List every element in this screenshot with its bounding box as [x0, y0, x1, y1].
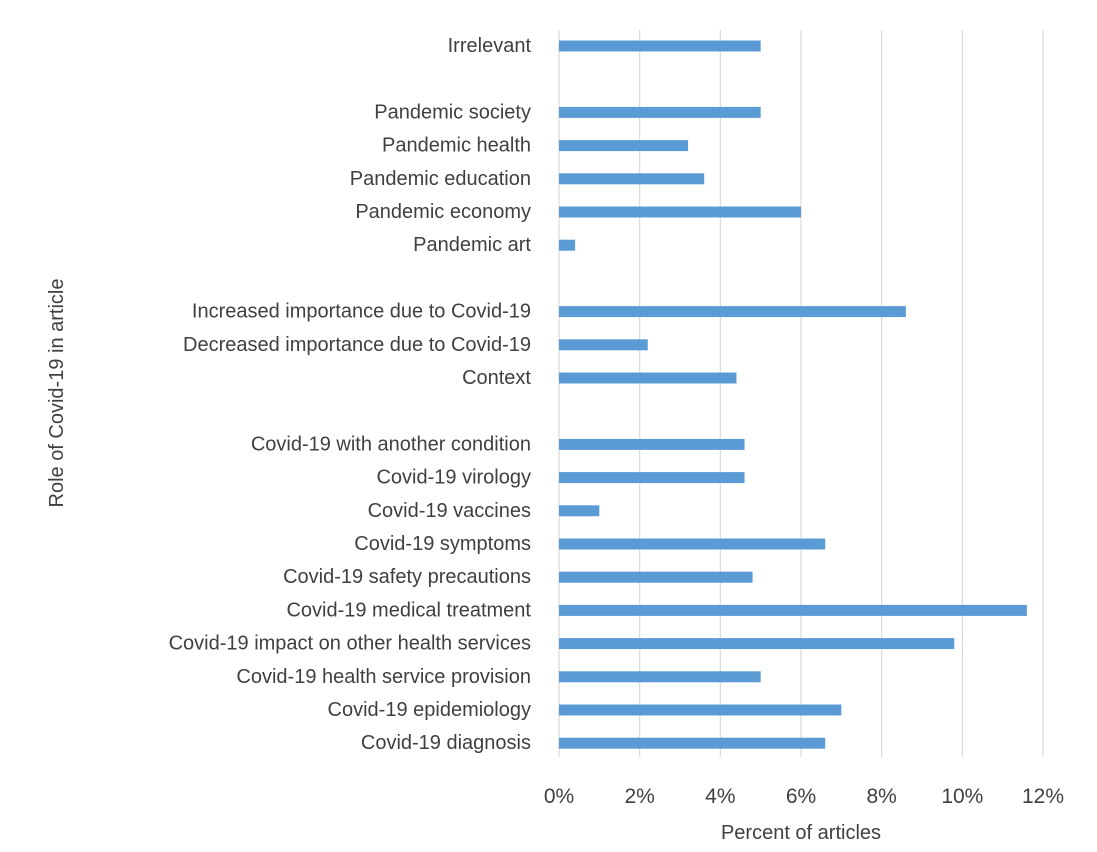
bar [559, 372, 737, 384]
category-label: Covid-19 with another condition [251, 433, 531, 455]
bar [559, 604, 1027, 616]
category-label: Pandemic health [382, 135, 531, 157]
bar [559, 106, 761, 118]
bar [559, 704, 842, 716]
category-label: Covid-19 vaccines [368, 500, 531, 522]
bar [559, 438, 745, 450]
category-label: Covid-19 safety precautions [283, 566, 531, 588]
x-tick-labels: 0% 2% 4% 6% 8% 10% 12% [544, 785, 1064, 808]
x-tick-label: 6% [786, 785, 816, 808]
bar [559, 737, 826, 749]
x-tick-label: 0% [544, 785, 574, 808]
category-label: Covid-19 health service provision [236, 666, 531, 688]
x-tick-label: 10% [941, 785, 983, 808]
category-label: Pandemic economy [355, 201, 531, 223]
x-tick-label: 2% [624, 785, 654, 808]
x-tick-label: 12% [1022, 785, 1064, 808]
bar [559, 140, 689, 152]
category-label: Covid-19 symptoms [354, 533, 531, 555]
category-label: Pandemic education [350, 168, 531, 190]
bar [559, 239, 576, 251]
x-axis-title: Percent of articles [721, 822, 881, 844]
category-labels: Irrelevant Pandemic society Pandemic healt… [169, 35, 532, 754]
category-label: Pandemic society [374, 101, 531, 123]
bar [559, 538, 826, 550]
gridlines [558, 30, 1044, 757]
category-label: Covid-19 virology [376, 467, 531, 489]
bar [559, 671, 761, 683]
bar [559, 40, 761, 52]
bar [559, 505, 600, 517]
category-label: Pandemic art [413, 234, 531, 256]
category-label: Increased importance due to Covid-19 [192, 301, 531, 323]
category-label: Context [462, 367, 531, 389]
y-axis-title: Role of Covid-19 in article [46, 279, 68, 508]
bar [559, 206, 801, 218]
bar [559, 173, 705, 185]
x-tick-label: 8% [866, 785, 896, 808]
bar [559, 472, 745, 484]
category-label: Covid-19 impact on other health services [169, 633, 531, 655]
category-label: Decreased importance due to Covid-19 [183, 334, 531, 356]
x-tick-label: 4% [705, 785, 735, 808]
bar [559, 306, 906, 318]
category-label: Covid-19 diagnosis [361, 732, 531, 754]
bars [559, 40, 1027, 749]
bar [559, 339, 648, 351]
category-label: Covid-19 epidemiology [328, 699, 531, 721]
bar [559, 638, 955, 650]
category-label: Irrelevant [448, 35, 532, 57]
bar [559, 571, 753, 583]
category-label: Covid-19 medical treatment [286, 599, 531, 621]
